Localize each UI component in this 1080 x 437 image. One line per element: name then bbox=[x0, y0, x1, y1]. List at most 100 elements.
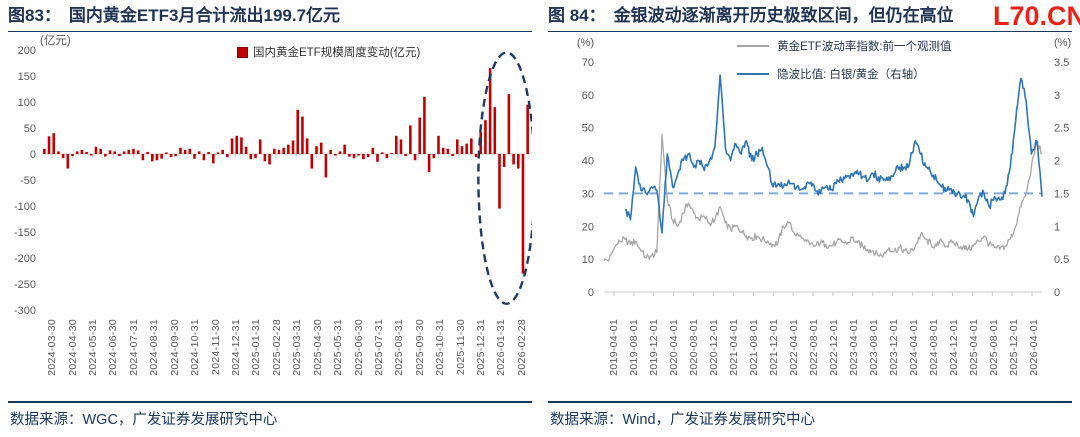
y-tick-label: 0 bbox=[1054, 287, 1060, 299]
x-tick-column: 2026-02-28 bbox=[512, 319, 532, 397]
figure-83-label: 图83： bbox=[8, 6, 61, 25]
weekly-flow-bar bbox=[385, 154, 389, 159]
weekly-flow-bar bbox=[57, 151, 60, 154]
y-tick-label: -150 bbox=[14, 227, 36, 239]
weekly-flow-bar bbox=[291, 140, 295, 154]
gray-series-label: 黄金ETF波动率指数:前一个观测值 bbox=[777, 41, 952, 53]
weekly-flow-bar bbox=[202, 154, 206, 161]
x-tick-label: 2025-10-31 bbox=[434, 319, 447, 376]
weekly-flow-bar bbox=[183, 149, 187, 154]
figure-83-panel: 图83： 国内黄金ETF3月合计流出199.7亿元 (亿元) 200 150 100 50… bbox=[8, 6, 532, 428]
y-tick-label: -50 bbox=[20, 175, 36, 187]
x-tick-column: 2019-08-01 bbox=[624, 319, 644, 397]
x-tick-label: 2025-09-30 bbox=[413, 319, 426, 376]
x-tick-label: 2021-04-01 bbox=[728, 319, 740, 376]
silver-gold-implied-vol-ratio-line bbox=[625, 74, 1043, 234]
line-chart-legend: 黄金ETF波动率指数:前一个观测值 隐波比值: 白银/黄金（右轴） bbox=[737, 38, 952, 82]
weekly-flow-bar bbox=[104, 154, 107, 157]
x-tick-label: 2024-06-30 bbox=[107, 319, 120, 376]
weekly-flow-bar bbox=[282, 147, 285, 154]
outflow-highlight-ellipse bbox=[477, 51, 532, 305]
x-tick-column: 2026-01-31 bbox=[491, 319, 511, 397]
weekly-flow-bar bbox=[272, 148, 276, 154]
x-tick-column: 2019-04-01 bbox=[604, 319, 624, 397]
x-tick-column: 2026-04-01 bbox=[1024, 319, 1044, 397]
weekly-flow-bar bbox=[366, 154, 370, 158]
figure-84-panel: 图 84： 金银波动逐渐离开历史极致区间，但仍在高位 (%) (%) 70 60 50 40… bbox=[540, 0, 1080, 437]
weekly-flow-bar bbox=[352, 154, 356, 159]
weekly-flow-bar bbox=[211, 154, 215, 164]
figure-84-chart-area: (%) (%) 70 60 50 40 30 20 10 0 3.5 3 2.5 2 1.5 1 0.5 0 黄金… bbox=[548, 32, 1072, 317]
weekly-flow-bar bbox=[371, 147, 375, 154]
x-tick-column: 2024-08-01 bbox=[924, 319, 944, 397]
weekly-flow-bar bbox=[507, 94, 511, 154]
x-tick-label: 2026-04-01 bbox=[1028, 319, 1040, 376]
left-axis-unit: (%) bbox=[577, 37, 594, 49]
x-tick-label: 2025-07-31 bbox=[372, 319, 385, 376]
weekly-flow-bar bbox=[394, 135, 398, 154]
weekly-flow-bar bbox=[141, 154, 145, 161]
x-tick-label: 2023-12-01 bbox=[888, 319, 900, 376]
y-tick-label: 30 bbox=[582, 188, 594, 200]
x-tick-label: 2025-04-01 bbox=[968, 319, 980, 376]
y-tick-label: 3.5 bbox=[1054, 57, 1069, 69]
weekly-flow-bar bbox=[71, 154, 74, 157]
y-tick-label: 0.5 bbox=[1054, 254, 1069, 266]
weekly-flow-bar bbox=[85, 151, 88, 154]
blue-line-swatch-icon bbox=[737, 73, 770, 75]
weekly-flow-bar bbox=[113, 151, 117, 154]
gray-line-swatch-icon bbox=[737, 45, 770, 47]
weekly-flow-bar bbox=[446, 148, 450, 154]
x-tick-label: 2025-02-28 bbox=[270, 319, 283, 376]
weekly-flow-bar bbox=[315, 146, 318, 154]
weekly-flow-bar bbox=[502, 154, 506, 167]
weekly-flow-bar bbox=[333, 154, 337, 156]
weekly-flow-bar bbox=[324, 154, 328, 178]
x-tick-column: 2025-08-01 bbox=[984, 319, 1004, 397]
x-tick-label: 2025-03-31 bbox=[291, 319, 304, 376]
weekly-flow-bar bbox=[451, 154, 454, 157]
weekly-flow-bar bbox=[413, 154, 417, 161]
y-tick-label: 1.5 bbox=[1054, 188, 1069, 200]
weekly-flow-bar bbox=[155, 154, 159, 161]
x-tick-label: 2026-01-31 bbox=[495, 319, 508, 376]
y-tick-label: 0 bbox=[30, 149, 36, 161]
x-tick-column: 2023-04-01 bbox=[844, 319, 864, 397]
bar-legend-label: 国内黄金ETF规模周度变动(亿元) bbox=[252, 47, 421, 59]
x-tick-column: 2024-11-30 bbox=[205, 319, 225, 397]
weekly-flow-bar bbox=[390, 152, 393, 154]
y-tick-label: 60 bbox=[582, 90, 594, 102]
weekly-flow-bar bbox=[146, 151, 149, 154]
figure-84-title-text: 金银波动逐渐离开历史极致区间，但仍在高位 bbox=[613, 6, 954, 25]
figure-84-title-rule bbox=[548, 31, 1072, 32]
x-tick-column: 2024-04-01 bbox=[904, 319, 924, 397]
weekly-flow-bar bbox=[244, 146, 248, 154]
figure-83-x-axis-labels: 2024-03-30 2024-04-30 2024-05-31 2024-06-30… bbox=[42, 319, 532, 397]
figure-83-source: 数据来源：WGC，广发证券发展研究中心 bbox=[10, 412, 278, 428]
weekly-flow-bar bbox=[221, 149, 224, 154]
y-tick-label: 20 bbox=[582, 221, 594, 233]
x-tick-label: 2021-08-01 bbox=[748, 319, 760, 376]
weekly-flow-bar bbox=[287, 144, 290, 154]
x-tick-label: 2025-08-31 bbox=[393, 319, 406, 376]
x-tick-label: 2025-12-31 bbox=[475, 319, 488, 376]
weekly-flow-bar bbox=[305, 138, 309, 154]
y-tick-label: 200 bbox=[18, 45, 36, 57]
weekly-flow-bar bbox=[132, 148, 135, 154]
blue-series-label: 隐波比值: 白银/黄金（右轴） bbox=[777, 69, 925, 81]
x-tick-column: 2025-12-01 bbox=[1004, 319, 1024, 397]
x-tick-label: 2024-12-31 bbox=[230, 319, 242, 376]
legend-row-blue: 隐波比值: 白银/黄金（右轴） bbox=[737, 66, 951, 82]
x-tick-column: 2022-08-01 bbox=[804, 319, 824, 397]
x-tick-column: 2024-10-31 bbox=[185, 319, 205, 397]
x-tick-label: 2020-08-01 bbox=[688, 319, 700, 376]
x-tick-column: 2024-06-30 bbox=[103, 319, 123, 397]
weekly-flow-bar bbox=[455, 139, 459, 154]
figure-83-title-rule bbox=[8, 31, 532, 32]
x-tick-label: 2020-04-01 bbox=[668, 319, 680, 376]
weekly-flow-bar bbox=[258, 139, 262, 154]
x-tick-column: 2025-08-31 bbox=[389, 319, 409, 397]
weekly-flow-bar bbox=[197, 151, 201, 154]
weekly-flow-bar bbox=[94, 146, 98, 154]
weekly-flow-bar bbox=[512, 154, 515, 165]
